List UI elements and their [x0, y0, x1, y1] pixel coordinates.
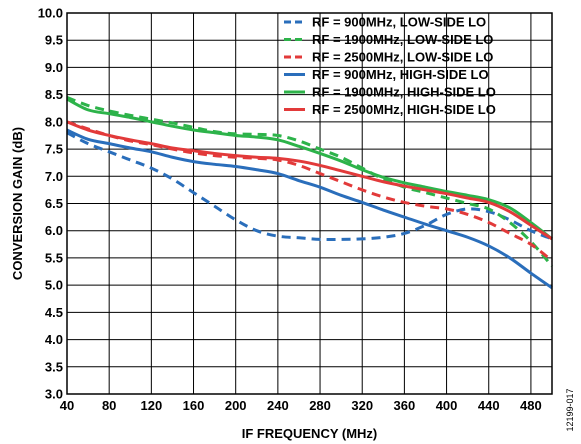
x-tick-label: 480 [520, 398, 542, 413]
series-line-6 [66, 120, 553, 241]
y-tick-label: 3.5 [45, 359, 63, 374]
x-axis-title: IF FREQUENCY (MHz) [242, 426, 378, 441]
legend-label-4: RF = 900MHz, HIGH-SIDE LO [312, 67, 489, 82]
x-tick-label: 240 [267, 398, 289, 413]
y-tick-label: 10.0 [38, 6, 63, 21]
x-tick-label: 200 [225, 398, 247, 413]
x-axis-ticks: 40 80 120 160 200 240 280 320 360 400 440 480 [60, 398, 542, 413]
y-tick-label: 8.0 [45, 114, 63, 129]
figure-id: 12199-017 [565, 388, 575, 431]
x-tick-label: 40 [60, 398, 74, 413]
y-tick-label: 4.5 [45, 305, 63, 320]
y-tick-label: 8.5 [45, 87, 63, 102]
series-line-2 [66, 95, 554, 268]
legend-label-3: RF = 2500MHz, LOW-SIDE LO [312, 50, 493, 65]
y-tick-label: 6.5 [45, 196, 63, 211]
y-axis-title: CONVERSION GAIN (dB) [10, 127, 25, 280]
series-line-4 [66, 128, 553, 290]
x-tick-label: 160 [183, 398, 205, 413]
plot-frame [66, 12, 553, 395]
y-tick-label: 6.0 [45, 223, 63, 238]
grid-lines [67, 13, 552, 394]
y-tick-label: 7.5 [45, 142, 63, 157]
y-tick-label: 5.0 [45, 278, 63, 293]
x-tick-label: 360 [394, 398, 416, 413]
series-line-5 [66, 97, 553, 241]
legend-label-1: RF = 900MHz, LOW-SIDE LO [312, 15, 486, 30]
legend: RF = 900MHz, LOW-SIDE LO RF = 1900MHz, LO… [284, 15, 496, 117]
y-tick-label: 4.0 [45, 332, 63, 347]
y-tick-label: 7.0 [45, 169, 63, 184]
x-tick-label: 320 [351, 398, 373, 413]
x-tick-label: 280 [309, 398, 331, 413]
y-tick-label: 3.0 [45, 387, 63, 402]
x-tick-label: 440 [478, 398, 500, 413]
series-lines [66, 95, 554, 290]
x-tick-label: 120 [140, 398, 162, 413]
x-tick-label: 80 [102, 398, 116, 413]
y-axis-ticks: 3.0 3.5 4.0 4.5 5.0 5.5 6.0 6.5 7.0 7.5 8.0 8.5 9.0 9… [38, 6, 63, 402]
x-tick-label: 400 [436, 398, 458, 413]
y-tick-label: 9.0 [45, 60, 63, 75]
y-tick-label: 9.5 [45, 33, 63, 48]
legend-label-2: RF = 1900MHz, LOW-SIDE LO [312, 32, 493, 47]
legend-label-5: RF = 1900MHz, HIGH-SIDE LO [312, 85, 496, 100]
legend-label-6: RF = 2500MHz, HIGH-SIDE LO [312, 102, 496, 117]
series-line-3 [66, 120, 553, 262]
y-tick-label: 5.5 [45, 250, 63, 265]
